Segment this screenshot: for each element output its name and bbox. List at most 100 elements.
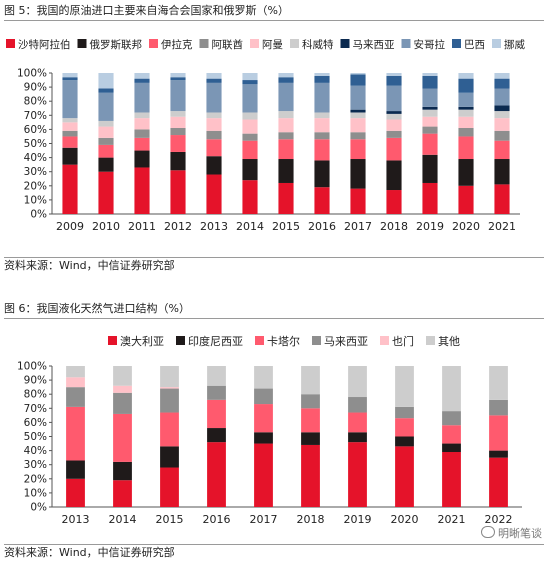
bar-segment [62, 122, 78, 131]
bar-segment [395, 436, 414, 447]
bar-segment [206, 174, 222, 214]
x-tick-label: 2017 [250, 513, 278, 526]
bar-segment [206, 112, 222, 119]
bar-segment [98, 171, 114, 214]
y-tick-label: 40% [24, 445, 47, 457]
bar-segment [458, 92, 474, 107]
bar-segment [350, 74, 366, 86]
bar-segment [160, 366, 179, 388]
bar-segment [458, 116, 474, 128]
bar-segment [113, 480, 132, 507]
bar-segment [242, 84, 258, 113]
bar-segment [314, 187, 330, 214]
bar-segment [170, 170, 186, 214]
legend-swatch-5 [290, 39, 299, 48]
bar-segment [314, 75, 330, 83]
bar-segment [62, 77, 78, 81]
bar-segment [314, 132, 330, 140]
legend-swatch-5 [426, 336, 435, 345]
bar-segment [66, 387, 85, 407]
bar-segment [278, 159, 294, 183]
bar-segment [160, 446, 179, 468]
bar-segment [458, 106, 474, 110]
bar-segment [170, 73, 186, 78]
bar-segment [422, 75, 438, 89]
bar-segment [350, 73, 366, 75]
x-tick-label: 2015 [156, 513, 184, 526]
bar-segment [422, 73, 438, 76]
y-tick-label: 100% [17, 68, 47, 80]
bar-segment [66, 406, 85, 461]
x-tick-label: 2011 [128, 220, 156, 233]
bar-segment [254, 366, 273, 389]
bar-segment [254, 432, 273, 444]
bar-segment [206, 118, 222, 131]
bar-segment [386, 75, 402, 86]
bar-segment [206, 156, 222, 175]
legend-swatch-4 [250, 39, 259, 48]
legend-label-4: 阿曼 [262, 39, 283, 51]
bar-segment [386, 73, 402, 76]
bar-segment [386, 85, 402, 112]
bar-segment [494, 73, 510, 79]
bar-segment [314, 118, 330, 133]
x-tick-label: 2020 [452, 220, 480, 233]
bar-segment [350, 159, 366, 189]
bar-segment [386, 111, 402, 114]
bar-segment [207, 442, 226, 507]
bar-segment [170, 80, 186, 112]
bar-segment [170, 111, 186, 117]
bar-segment [350, 132, 366, 140]
bar-segment [494, 130, 510, 141]
bar-segment [134, 78, 150, 83]
bar-segment [278, 182, 294, 214]
bar-segment [134, 150, 150, 168]
legend-swatch-1 [176, 336, 185, 345]
y-tick-label: 30% [24, 459, 47, 471]
bar-segment [386, 160, 402, 191]
bar-segment [66, 460, 85, 479]
figure6-chart: 澳大利亚 印度尼西亚 卡塔尔 马来西亚 也门 其他 0% 10% 20% 30% 40% 50% 60%… [17, 334, 522, 526]
bar-segment [206, 78, 222, 83]
bar-segment [350, 139, 366, 160]
bar-segment [207, 399, 226, 429]
legend-label-5: 科威特 [302, 38, 334, 51]
bar-segment [206, 130, 222, 140]
bar-segment [66, 366, 85, 378]
bar-segment [395, 366, 414, 407]
bar-segment [98, 92, 114, 121]
bar-segment [458, 159, 474, 186]
legend-swatch-6 [340, 39, 350, 48]
legend-label-0: 澳大利亚 [120, 334, 164, 348]
legend-label-0: 沙特阿拉伯 [18, 38, 71, 51]
bar-segment [242, 80, 258, 85]
bar-segment [170, 135, 186, 152]
bar-segment [278, 132, 294, 140]
bar-segment [62, 147, 78, 165]
bar-segment [134, 137, 150, 151]
bar-segment [113, 392, 132, 414]
x-tick-label: 2012 [164, 220, 192, 233]
bar-segment [242, 180, 258, 214]
legend-swatch-9 [492, 39, 501, 48]
bar-segment [494, 111, 510, 119]
y-tick-label: 60% [24, 124, 47, 136]
bar-segment [314, 112, 330, 119]
bar-segment [160, 467, 179, 507]
bar-segment [206, 139, 222, 157]
bar-segment [442, 425, 461, 444]
bar-segment [62, 73, 78, 78]
bar-segment [494, 88, 510, 106]
x-tick-label: 2020 [391, 513, 419, 526]
bar-segment [113, 385, 132, 393]
bar-segment [301, 366, 320, 395]
x-tick-label: 2021 [438, 513, 466, 526]
x-tick-label: 2013 [200, 220, 228, 233]
legend-swatch-2 [149, 39, 158, 48]
watermark-text: 明晰笔谈 [498, 527, 542, 540]
bar-segment [489, 450, 508, 458]
bar-segment [62, 164, 78, 214]
bar-segment [494, 140, 510, 160]
bar-segment [489, 366, 508, 400]
bar-segment [458, 109, 474, 117]
